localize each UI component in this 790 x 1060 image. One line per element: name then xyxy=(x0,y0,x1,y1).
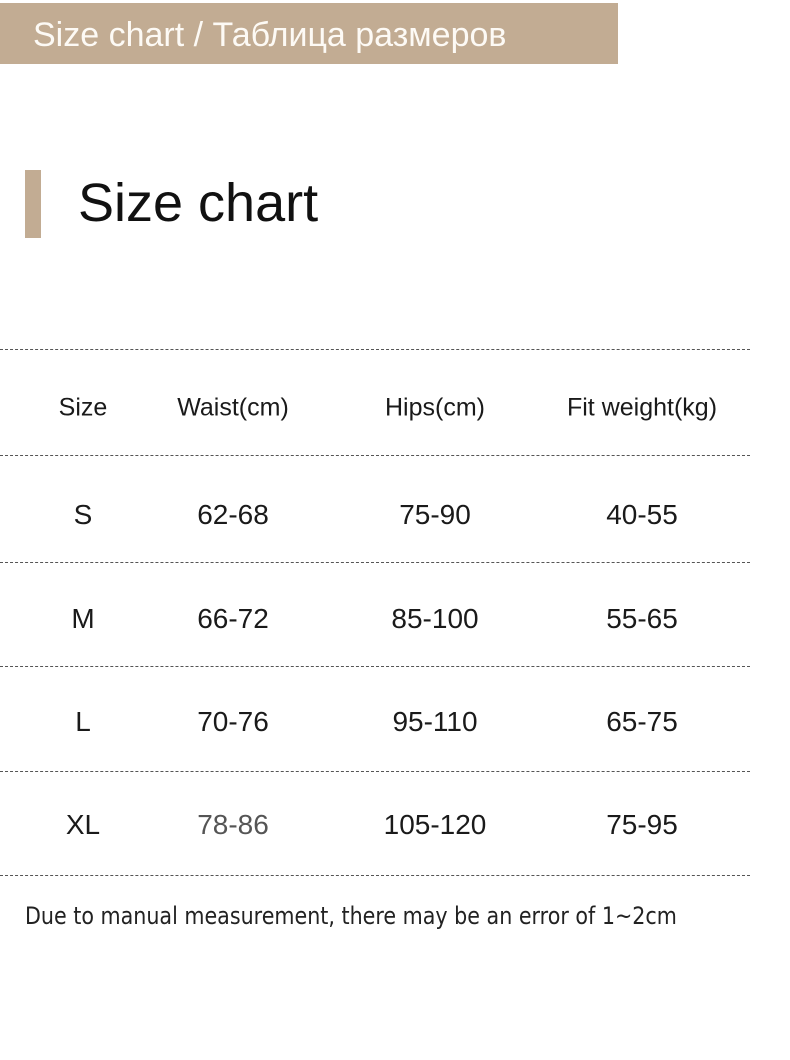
table-cell: 40-55 xyxy=(606,499,678,530)
table-cell: 65-75 xyxy=(606,706,678,737)
column-header: Waist(cm) xyxy=(177,393,289,422)
table-cell: 105-120 xyxy=(383,809,487,840)
measurement-note: Due to manual measurement, there may be … xyxy=(25,902,677,930)
table-cell: S xyxy=(73,499,93,530)
banner-title: Size chart / Таблица размеров xyxy=(33,16,507,54)
dashed-divider xyxy=(0,771,750,772)
column-header: Hips(cm) xyxy=(385,393,485,422)
table-cell: 55-65 xyxy=(606,603,678,634)
table-cell: 95-110 xyxy=(392,706,478,737)
section-title: Size chart xyxy=(78,173,319,233)
dashed-divider xyxy=(0,875,750,876)
table-cell: L xyxy=(75,706,91,737)
banner: Size chart / Таблица размеров xyxy=(0,3,618,64)
table-cell: 62-68 xyxy=(197,499,269,530)
table-cell: 70-76 xyxy=(197,706,269,737)
dashed-divider xyxy=(0,562,750,563)
dashed-divider xyxy=(0,349,750,350)
table-cell: 78-86 xyxy=(197,809,269,840)
column-header: Size xyxy=(58,393,108,422)
table-cell: M xyxy=(71,603,95,634)
table-cell: 75-95 xyxy=(606,809,678,840)
accent-bar xyxy=(25,170,41,238)
dashed-divider xyxy=(0,666,750,667)
table-cell: 85-100 xyxy=(391,603,479,634)
table-cell: 75-90 xyxy=(399,499,471,530)
column-header: Fit weight(kg) xyxy=(566,393,718,422)
dashed-divider xyxy=(0,455,750,456)
table-cell: 66-72 xyxy=(197,603,269,634)
table-cell: XL xyxy=(65,809,101,840)
